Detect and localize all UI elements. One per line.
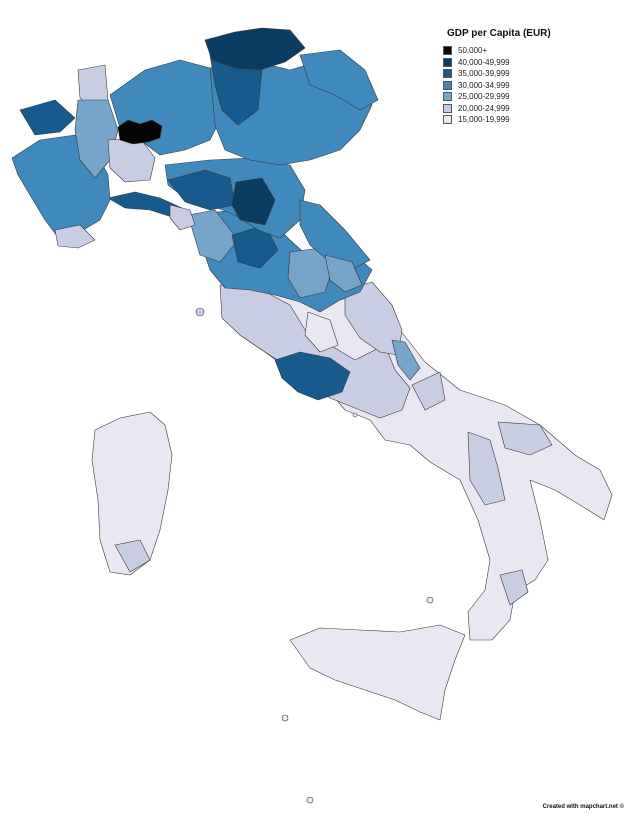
legend-swatch <box>443 69 452 79</box>
legend-item: 35,000-39,999 <box>443 68 593 80</box>
bolzano <box>204 27 306 71</box>
legend-item: 20,000-24,999 <box>443 103 593 115</box>
roma <box>274 351 351 401</box>
marche-south <box>324 254 363 293</box>
basilicata-potenza <box>467 431 506 506</box>
piemonte-mid <box>74 99 119 179</box>
credit-text: Created with mapchart.net © <box>542 804 624 810</box>
toscana-light <box>187 209 239 263</box>
legend-label: 50,000+ <box>458 46 488 56</box>
legend-item: 15,000-19,999 <box>443 114 593 126</box>
legend-item: 50,000+ <box>443 45 593 57</box>
cagliari <box>114 539 151 573</box>
pescara <box>391 339 421 381</box>
elba <box>195 307 205 317</box>
legend-swatch <box>443 46 452 56</box>
umbria-light <box>304 311 339 353</box>
legend-title: GDP per Capita (EUR) <box>447 28 551 39</box>
legend-swatch <box>443 115 452 125</box>
legend-swatch <box>443 92 452 102</box>
map-legend: GDP per Capita (EUR) 50,000+ 40,000-49,9… <box>443 28 593 126</box>
legend-item: 40,000-49,999 <box>443 57 593 69</box>
legend-label: 35,000-39,999 <box>458 69 510 79</box>
milano <box>117 119 163 145</box>
legend-swatch <box>443 103 452 113</box>
central-regions <box>219 284 411 419</box>
valle-aosta <box>19 99 76 136</box>
legend-label: 40,000-49,999 <box>458 57 510 67</box>
eolie <box>426 596 434 604</box>
la-spezia <box>169 204 196 231</box>
calabria-cosenza <box>499 569 529 606</box>
friuli <box>299 49 379 111</box>
legend-label: 25,000-29,999 <box>458 92 510 102</box>
legend-label: 15,000-19,999 <box>458 115 510 125</box>
legend-item: 30,000-34,999 <box>443 80 593 92</box>
bologna <box>231 177 276 226</box>
sardegna <box>91 411 173 576</box>
legend-label: 20,000-24,999 <box>458 103 510 113</box>
legend-label: 30,000-34,999 <box>458 80 510 90</box>
puglia-bari <box>497 421 553 456</box>
legend-swatch <box>443 57 452 67</box>
pantelleria <box>281 714 289 722</box>
capri <box>352 412 358 418</box>
campania-napoli <box>411 371 446 411</box>
sicilia <box>289 624 466 721</box>
lampedusa <box>306 796 314 804</box>
legend-swatch <box>443 80 452 90</box>
cuneo-light <box>54 224 96 249</box>
legend-item: 25,000-29,999 <box>443 91 593 103</box>
adriatic-marche <box>299 199 371 269</box>
